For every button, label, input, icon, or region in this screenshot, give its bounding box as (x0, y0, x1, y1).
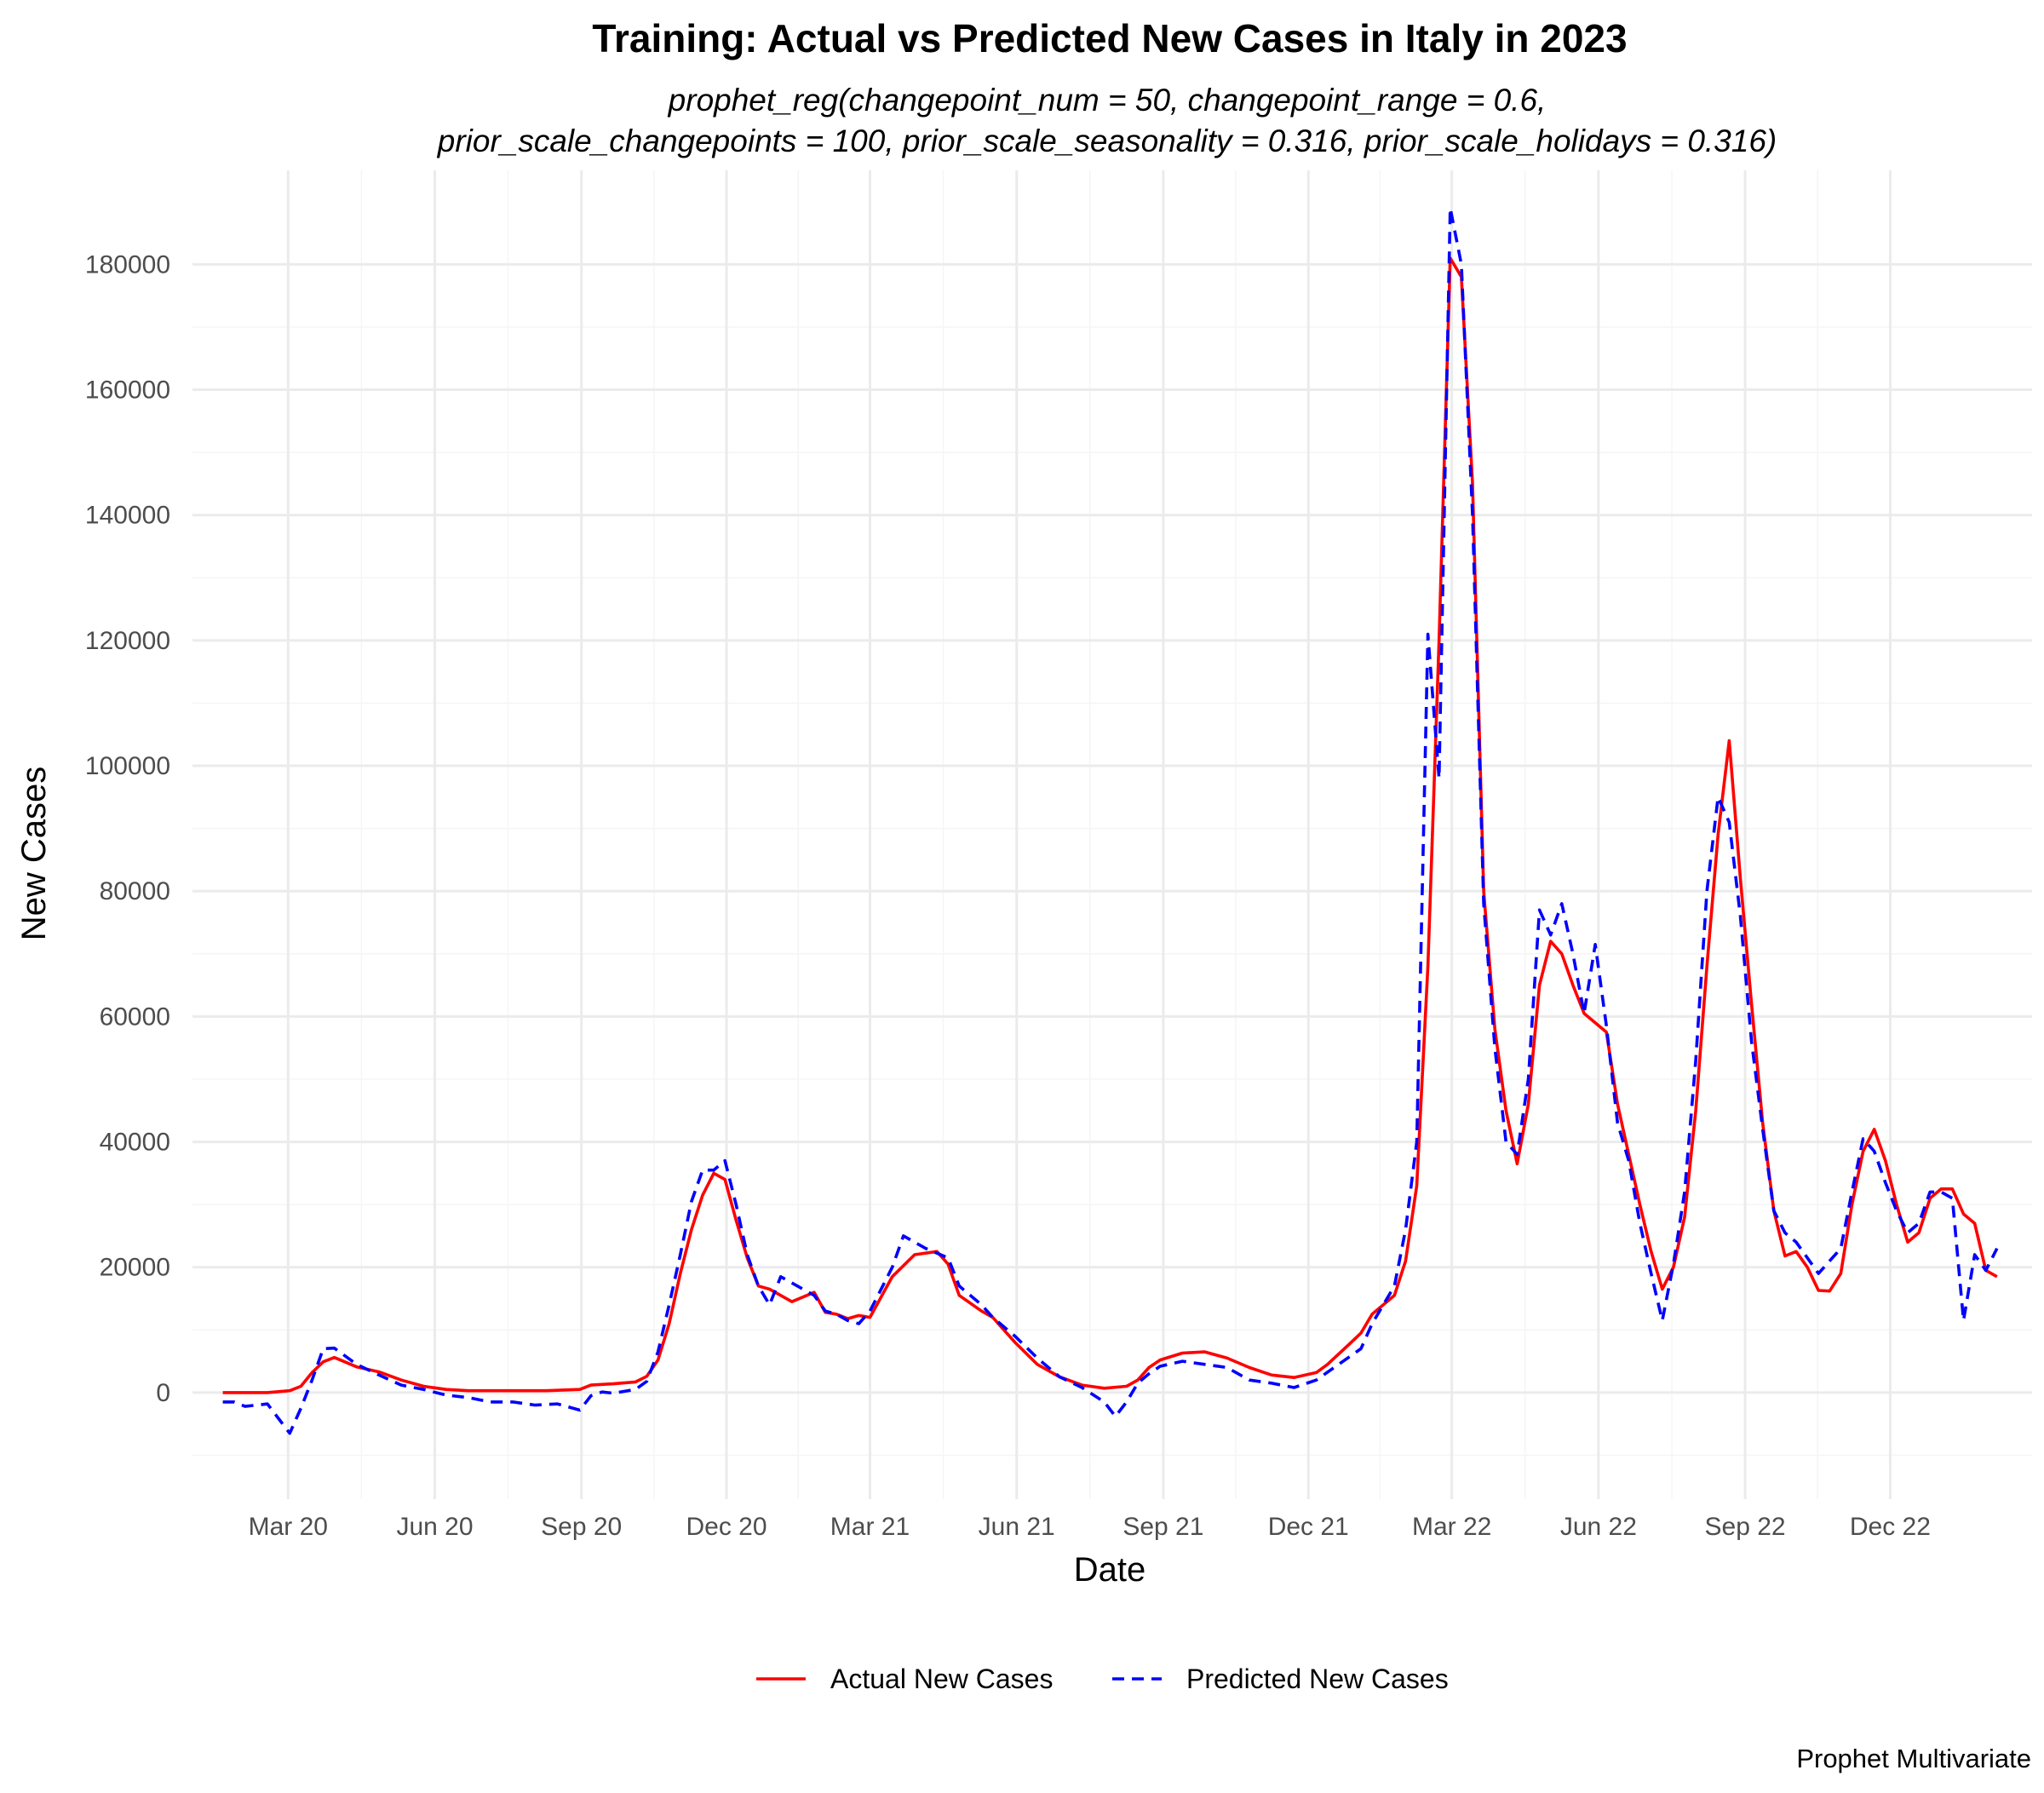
x-tick-label: Jun 22 (1560, 1513, 1637, 1541)
x-tick-label: Jun 20 (396, 1513, 473, 1541)
chart-subtitle-line-1: prophet_reg(changepoint_num = 50, change… (668, 83, 1547, 118)
y-tick-label: 80000 (100, 877, 170, 905)
y-tick-label: 100000 (85, 752, 170, 780)
chart-title: Training: Actual vs Predicted New Cases … (592, 16, 1627, 60)
series-line-2 (222, 206, 1999, 1435)
y-tick-label: 140000 (85, 502, 170, 530)
x-tick-label: Dec 22 (1850, 1513, 1931, 1541)
legend-label-2: Predicted New Cases (1186, 1664, 1449, 1694)
y-tick-label: 120000 (85, 627, 170, 655)
y-tick-label: 40000 (100, 1129, 170, 1157)
x-tick-label: Jun 21 (979, 1513, 1055, 1541)
x-tick-label: Sep 22 (1705, 1513, 1786, 1541)
chart-caption: Prophet Multivariate (1796, 1744, 2031, 1773)
legend: Actual New Cases Predicted New Cases (756, 1664, 1449, 1694)
x-tick-label: Mar 21 (830, 1513, 910, 1541)
y-tick-label: 0 (156, 1379, 170, 1407)
y-tick-label: 180000 (85, 250, 170, 279)
y-tick-label: 60000 (100, 1003, 170, 1031)
gridlines (192, 170, 2032, 1499)
y-tick-labels: 0 20000 40000 60000 80000 100000 120000 140000 1… (85, 250, 170, 1407)
x-tick-label: Sep 20 (541, 1513, 622, 1541)
x-tick-labels: Mar 20 Jun 20 Sep 20 Dec 20 Mar 21 Jun 21 Sep … (249, 1513, 1931, 1541)
x-axis-title: Date (1074, 1551, 1146, 1589)
x-tick-label: Mar 20 (249, 1513, 328, 1541)
series-lines (222, 206, 1999, 1435)
x-tick-label: Dec 20 (686, 1513, 767, 1541)
x-tick-label: Sep 21 (1122, 1513, 1203, 1541)
legend-label-1: Actual New Cases (830, 1664, 1053, 1694)
x-tick-label: Mar 22 (1412, 1513, 1491, 1541)
y-axis-title: New Cases (15, 767, 53, 941)
y-tick-label: 20000 (100, 1254, 170, 1282)
chart-subtitle-line-2: prior_scale_changepoints = 100, prior_sc… (437, 124, 1777, 158)
x-tick-label: Dec 21 (1268, 1513, 1349, 1541)
y-tick-label: 160000 (85, 376, 170, 405)
